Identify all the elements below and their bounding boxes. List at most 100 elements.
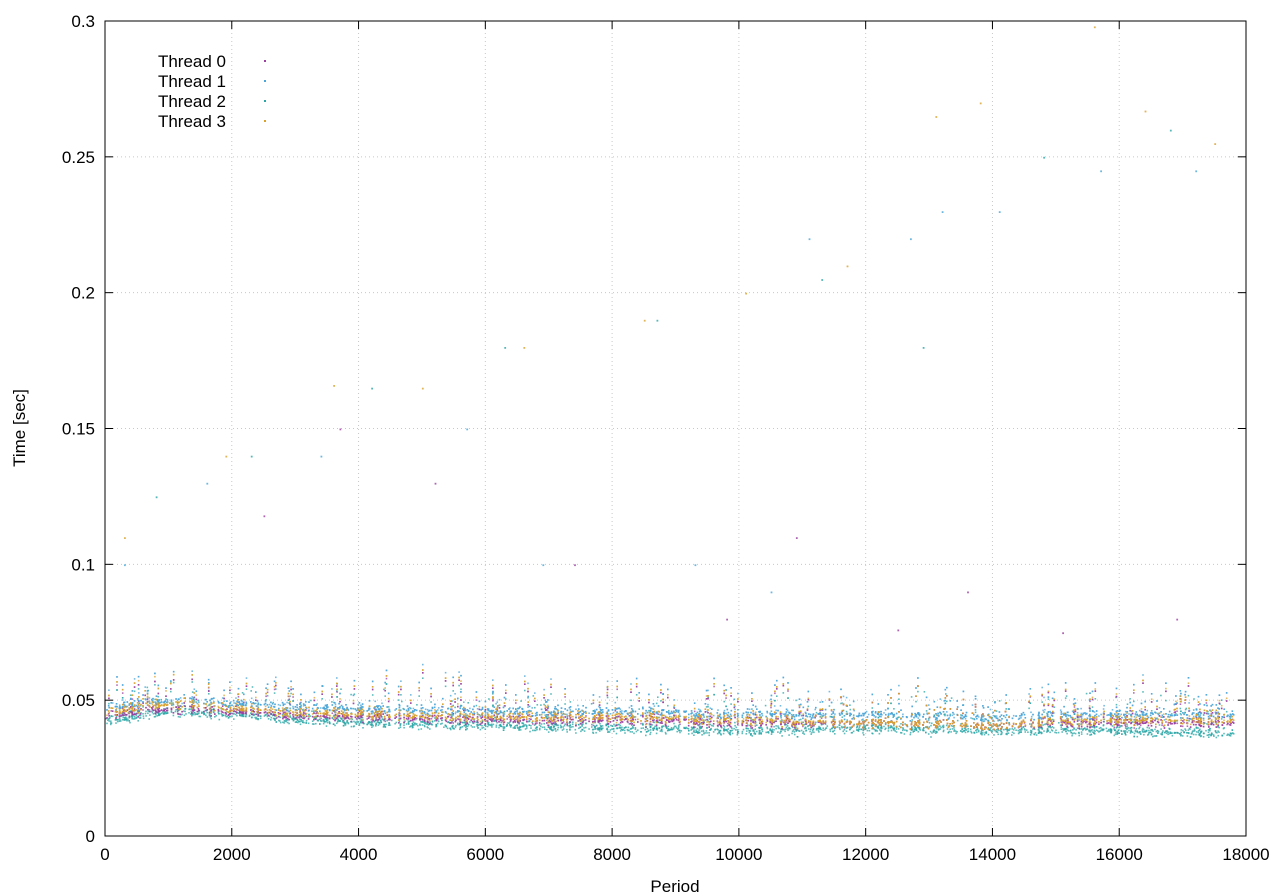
data-point [121, 692, 124, 694]
data-point [174, 710, 177, 713]
data-point [1051, 705, 1054, 708]
data-point [965, 729, 968, 731]
data-point [458, 684, 460, 687]
data-point [1093, 727, 1096, 729]
data-point [466, 717, 469, 719]
data-point [140, 708, 142, 710]
data-point [163, 712, 166, 714]
data-point [1113, 728, 1115, 730]
data-point [526, 727, 528, 729]
data-point [362, 727, 364, 729]
data-point [137, 716, 139, 718]
data-point [1179, 707, 1182, 710]
data-point [151, 707, 153, 709]
data-point [910, 728, 913, 730]
data-point [430, 701, 432, 703]
data-point [1155, 730, 1158, 733]
data-point [917, 690, 919, 693]
data-point [147, 710, 150, 713]
data-point [751, 700, 753, 702]
data-point [495, 718, 498, 721]
data-point [731, 727, 733, 730]
data-point [466, 720, 468, 723]
data-point [295, 721, 298, 723]
data-point [125, 716, 127, 718]
data-point [630, 721, 633, 723]
data-point [710, 728, 712, 731]
data-point [691, 732, 693, 735]
data-point [564, 703, 566, 705]
data-point [1088, 723, 1090, 725]
data-point [1213, 735, 1215, 737]
data-point [897, 728, 900, 730]
data-point [419, 723, 421, 726]
data-point [613, 730, 615, 733]
data-point [121, 714, 124, 716]
data-point [609, 729, 612, 731]
data-point [1191, 732, 1193, 735]
data-point [905, 729, 908, 732]
data-point [538, 724, 541, 726]
data-point [945, 693, 947, 695]
data-point [296, 719, 299, 721]
data-point [1124, 731, 1126, 734]
data-point [1215, 721, 1217, 723]
data-point [160, 709, 163, 711]
data-point [694, 731, 696, 734]
data-point [353, 725, 355, 727]
data-point [1091, 718, 1094, 720]
data-point [580, 723, 582, 725]
data-point [759, 722, 761, 724]
data-point [465, 724, 467, 726]
data-point [1040, 726, 1043, 728]
data-point [527, 714, 529, 717]
data-point [540, 704, 542, 706]
data-point [459, 728, 461, 731]
data-point [446, 727, 449, 730]
data-point [649, 723, 652, 726]
data-point [1126, 728, 1128, 731]
data-point [254, 716, 256, 719]
data-point [323, 714, 325, 717]
data-point [566, 731, 568, 733]
data-point [1170, 732, 1172, 734]
data-point [863, 726, 866, 729]
data-point [815, 711, 818, 714]
data-point [751, 727, 754, 729]
data-point [414, 717, 416, 719]
data-point [980, 732, 983, 734]
data-point [700, 730, 703, 732]
data-point [1112, 715, 1115, 717]
data-point [1156, 729, 1159, 732]
data-point [477, 724, 479, 727]
data-point [915, 729, 918, 731]
data-point [412, 721, 415, 723]
data-point [1129, 727, 1132, 729]
data-point [753, 729, 755, 732]
data-point [807, 698, 810, 701]
data-point [1110, 723, 1112, 725]
data-point [196, 713, 199, 716]
data-point [401, 700, 403, 703]
data-point [780, 730, 782, 733]
data-point [1075, 729, 1077, 731]
data-point [195, 701, 198, 703]
data-point [164, 708, 166, 710]
data-point [278, 715, 280, 718]
data-point [414, 718, 417, 721]
data-point [982, 720, 985, 723]
data-point [133, 690, 136, 693]
data-point [644, 720, 647, 723]
data-point [128, 717, 130, 719]
data-point [358, 717, 361, 720]
data-point [360, 716, 363, 718]
data-point [598, 728, 601, 731]
data-point [191, 714, 193, 717]
data-point [922, 729, 924, 731]
data-point [1171, 722, 1173, 725]
data-point [777, 725, 779, 727]
data-point [412, 718, 414, 720]
data-point [229, 715, 231, 718]
data-point [632, 727, 634, 729]
data-point [705, 698, 708, 700]
